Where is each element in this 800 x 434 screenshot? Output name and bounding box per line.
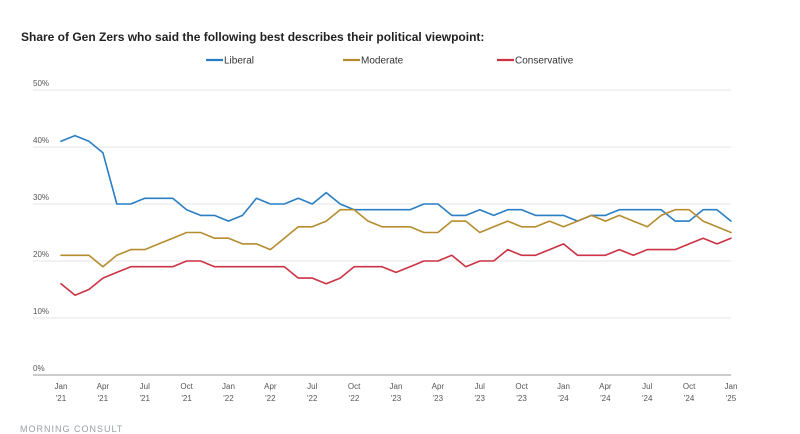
x-tick-label: Jan	[55, 382, 68, 391]
legend-label-moderate: Moderate	[361, 56, 404, 67]
x-tick-year: '21	[181, 394, 192, 403]
x-tick-label: Jul	[642, 382, 652, 391]
x-tick-year: '22	[223, 394, 234, 403]
y-tick-label: 20%	[33, 250, 49, 259]
x-tick-label: Jul	[475, 382, 485, 391]
series-line-moderate	[60, 208, 732, 268]
y-tick-label: 30%	[33, 193, 49, 202]
x-tick-year: '21	[56, 394, 67, 403]
y-tick-label: 40%	[33, 136, 49, 145]
x-tick-label: Jul	[307, 382, 317, 391]
x-tick-year: '21	[98, 394, 109, 403]
morning-consult-logo: MORNING CONSULT	[20, 424, 124, 434]
x-tick-label: Apr	[432, 382, 445, 391]
x-tick-label: Oct	[683, 382, 696, 391]
legend-label-conservative: Conservative	[515, 56, 574, 67]
x-tick-label: Apr	[599, 382, 612, 391]
x-tick-year: '23	[475, 394, 486, 403]
legend-label-liberal: Liberal	[224, 56, 254, 67]
x-tick-year: '24	[600, 394, 611, 403]
x-tick-label: Oct	[515, 382, 528, 391]
x-tick-label: Jul	[140, 382, 150, 391]
x-tick-label: Apr	[264, 382, 277, 391]
legend: Liberal Moderate Conservative	[206, 56, 574, 67]
x-tick-label: Jan	[725, 382, 738, 391]
x-tick-label: Oct	[180, 382, 193, 391]
x-tick-year: '22	[349, 394, 360, 403]
x-axis-ticks: Jan '21 Apr '21 Jul '21 Oct '21 Jan '22 Apr '22 Jul '…	[55, 382, 738, 403]
y-tick-label: 10%	[33, 307, 49, 316]
x-tick-year: '21	[140, 394, 151, 403]
x-tick-label: Jan	[222, 382, 235, 391]
x-tick-year: '24	[642, 394, 653, 403]
y-tick-label: 0%	[33, 364, 45, 373]
series-lines	[60, 134, 732, 297]
x-tick-year: '24	[684, 394, 695, 403]
x-tick-year: '24	[558, 394, 569, 403]
x-tick-year: '22	[307, 394, 318, 403]
x-tick-year: '23	[391, 394, 402, 403]
chart-title: Share of Gen Zers who said the following…	[21, 30, 485, 44]
x-tick-label: Jan	[557, 382, 570, 391]
x-tick-label: Jan	[390, 382, 403, 391]
x-tick-label: Oct	[348, 382, 361, 391]
x-tick-year: '23	[433, 394, 444, 403]
x-tick-label: Apr	[97, 382, 110, 391]
y-tick-label: 50%	[33, 79, 49, 88]
x-tick-year: '23	[516, 394, 527, 403]
series-line-conservative	[60, 237, 732, 297]
x-tick-year: '22	[265, 394, 276, 403]
grid-lines	[33, 89, 731, 376]
series-line-liberal	[60, 134, 732, 222]
x-tick-year: '25	[726, 394, 737, 403]
y-axis-ticks: 0% 10% 20% 30% 40% 50%	[33, 79, 49, 373]
